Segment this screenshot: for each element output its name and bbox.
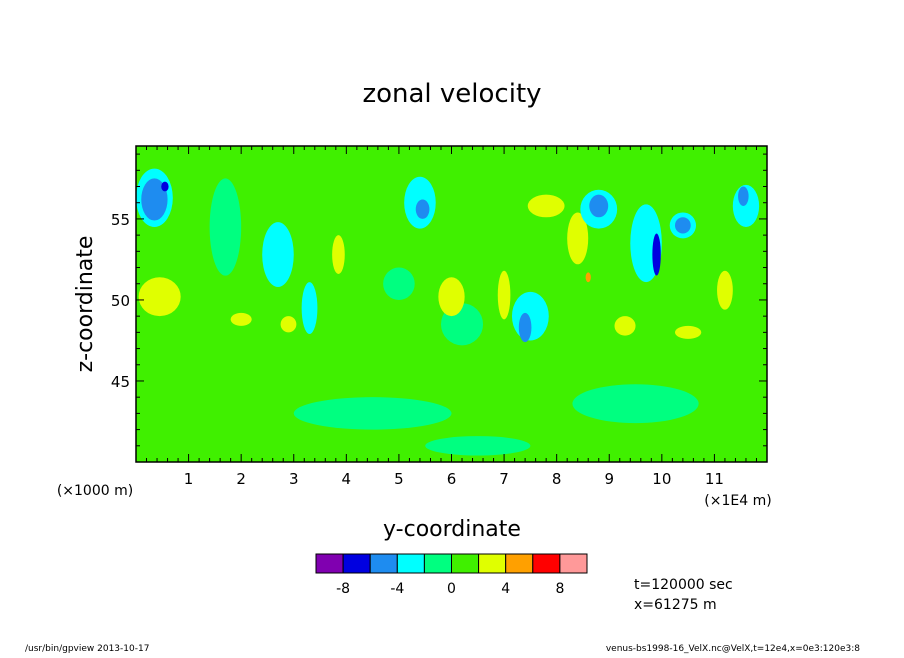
x-tick-label-11: 11 <box>705 470 724 488</box>
colorbar-swatch-5 <box>451 553 480 574</box>
heatmap-region-26 <box>230 312 252 326</box>
footer-right: venus-bs1998-16_VelX.nc@VelX,t=12e4,x=0e… <box>606 644 860 654</box>
heatmap-region-33 <box>572 384 699 424</box>
heatmap-region-18 <box>589 194 609 218</box>
colorbar-label-2: 0 <box>447 581 456 597</box>
chart-title: zonal velocity <box>362 79 541 109</box>
colorbar-swatch-8 <box>532 553 561 574</box>
heatmap-region-22 <box>674 217 691 234</box>
heatmap-region-20 <box>652 233 661 276</box>
heatmap-region-16 <box>585 272 591 283</box>
x-tick-label-10: 10 <box>652 470 671 488</box>
heatmap-region-3 <box>138 277 181 317</box>
colorbar-swatch-9 <box>559 553 588 574</box>
heatmap-region-9 <box>415 199 430 219</box>
colorbar: -8 -4 0 4 8 <box>315 553 588 597</box>
colorbar-label-1: -4 <box>390 581 404 597</box>
x-tick-label-2: 2 <box>236 470 246 488</box>
colorbar-swatch-0 <box>315 553 344 574</box>
heatmap-region-2 <box>161 181 169 192</box>
x-axis-label: y-coordinate <box>383 517 521 542</box>
y-tick-label-45: 45 <box>111 373 130 391</box>
x-tick-label-4: 4 <box>342 470 352 488</box>
y-axis-label: z-coordinate <box>73 236 98 373</box>
x-position-label: x=61275 m <box>634 597 717 613</box>
colorbar-swatch-6 <box>478 553 507 574</box>
plot-area <box>136 146 767 462</box>
heatmap-region-12 <box>518 312 532 343</box>
heatmap-region-30 <box>614 316 636 336</box>
heatmap-region-5 <box>262 222 294 287</box>
heatmap-region-31 <box>674 325 702 339</box>
x-tick-label-3: 3 <box>289 470 299 488</box>
heatmap-region-28 <box>383 267 415 300</box>
x-tick-label-9: 9 <box>604 470 614 488</box>
colorbar-swatch-1 <box>342 553 371 574</box>
heatmap-region-23 <box>717 270 733 310</box>
colorbar-label-0: -8 <box>336 581 350 597</box>
heatmap-region-7 <box>332 235 345 275</box>
heatmap-region-15 <box>567 212 589 265</box>
heatmap-region-1 <box>141 178 168 221</box>
y-scale-note: (×1000 m) <box>57 483 133 499</box>
colorbar-swatch-2 <box>369 553 398 574</box>
x-tick-label-8: 8 <box>552 470 562 488</box>
colorbar-swatch-3 <box>396 553 425 574</box>
x-tick-label-5: 5 <box>394 470 404 488</box>
heatmap-region-14 <box>527 194 565 218</box>
colorbar-swatch-7 <box>505 553 534 574</box>
colorbar-label-3: 4 <box>501 581 510 597</box>
heatmap-region-4 <box>209 178 242 276</box>
x-tick-label-1: 1 <box>184 470 194 488</box>
y-tick-label-50: 50 <box>111 292 130 310</box>
heatmap-region-13 <box>497 270 511 320</box>
footer-left: /usr/bin/gpview 2013-10-17 <box>25 644 149 654</box>
x-scale-note: (×1E4 m) <box>704 493 771 509</box>
heatmap-region-29 <box>438 277 465 317</box>
heatmap-region-34 <box>425 436 531 456</box>
colorbar-label-4: 8 <box>555 581 564 597</box>
heatmap-region-27 <box>280 316 297 333</box>
x-tick-label-6: 6 <box>447 470 457 488</box>
y-tick-label-55: 55 <box>111 211 130 229</box>
heatmap-region-32 <box>293 397 452 430</box>
heatmap-region-6 <box>301 282 318 334</box>
time-label: t=120000 sec <box>634 577 733 593</box>
x-tick-label-7: 7 <box>499 470 509 488</box>
colorbar-swatch-4 <box>423 553 452 574</box>
heatmap-region-25 <box>738 186 749 206</box>
